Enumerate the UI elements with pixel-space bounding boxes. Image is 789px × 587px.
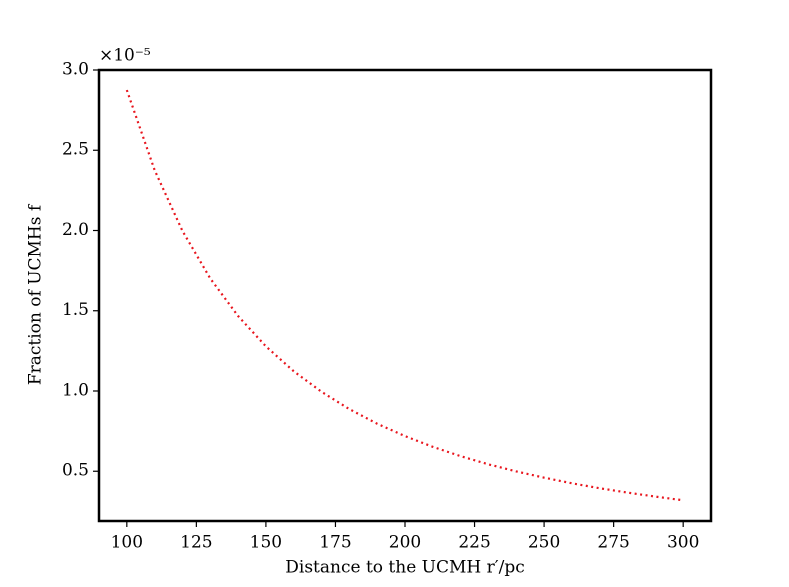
y-tick-label: 1.5 <box>62 300 89 320</box>
x-tick-label: 100 <box>111 533 143 553</box>
y-offset-label: ×10⁻⁵ <box>99 46 151 66</box>
x-tick-label: 300 <box>667 533 699 553</box>
x-tick-label: 225 <box>458 533 490 553</box>
x-axis-label: Distance to the UCMH r′/pc <box>285 558 525 578</box>
x-tick-label: 150 <box>250 533 282 553</box>
x-tick-label: 250 <box>528 533 560 553</box>
x-tick-label: 125 <box>180 533 212 553</box>
x-tick-label: 275 <box>597 533 629 553</box>
y-tick-label: 1.0 <box>62 380 89 400</box>
y-tick-label: 3.0 <box>62 60 89 80</box>
y-tick-label: 2.0 <box>62 220 89 240</box>
y-tick-label: 0.5 <box>62 461 89 481</box>
x-tick-label: 175 <box>319 533 351 553</box>
x-tick-label: 200 <box>389 533 421 553</box>
data-line <box>125 89 684 502</box>
y-axis-label: Fraction of UCMHs f <box>26 203 46 385</box>
y-tick-label: 2.5 <box>62 140 89 160</box>
plot-frame <box>97 68 713 523</box>
